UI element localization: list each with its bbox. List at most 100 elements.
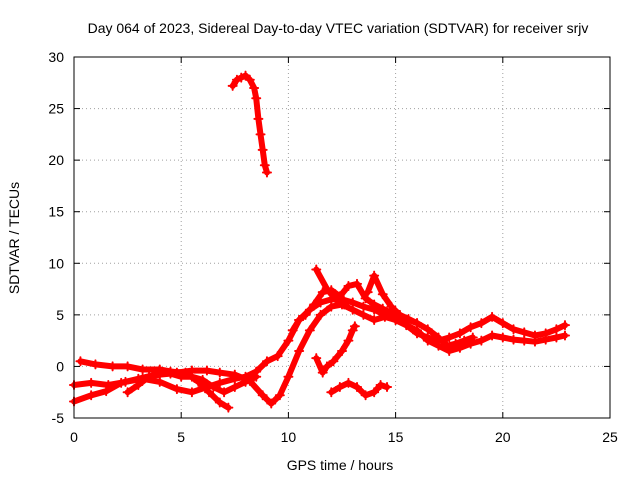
series-5-point-10 <box>369 299 380 310</box>
series-6-point-2 <box>330 294 341 305</box>
series-9-point-1 <box>334 382 345 393</box>
series-3-point-1 <box>90 359 101 370</box>
series-2-point-41 <box>559 330 570 341</box>
series-4-point-11 <box>240 376 251 387</box>
series-3-point-16 <box>294 345 305 356</box>
series-3-point-8 <box>201 365 212 376</box>
series-9-point-7 <box>382 382 393 393</box>
series-5-point-19 <box>450 338 461 349</box>
x-tick-label-4: 20 <box>495 429 511 445</box>
x-tick-label-2: 10 <box>281 429 297 445</box>
series-5-point-18 <box>442 340 453 351</box>
series-2-point-33 <box>476 335 487 346</box>
axis-ticks: 0 5 10 15 20 25 -5 0 5 10 15 20 25 30 <box>48 49 618 445</box>
series-5-point-1 <box>294 315 305 326</box>
series-8-point-4 <box>337 345 347 356</box>
series-7-point-3 <box>386 301 397 312</box>
series-1-point-1 <box>86 390 97 401</box>
series-2-point-22 <box>358 301 369 312</box>
series-5-point-0 <box>287 325 298 336</box>
series-10-point-5 <box>249 82 260 93</box>
series-5-point-3 <box>309 299 320 310</box>
series-line-6 <box>313 266 348 308</box>
series-10-point-0 <box>227 80 238 91</box>
y-axis-label: SDTVAR / TECUs <box>6 182 22 294</box>
series-7-point-6 <box>412 318 423 329</box>
series-10-point-4 <box>244 74 255 85</box>
y-tick-label-5: 20 <box>48 152 64 168</box>
series-3-point-3 <box>122 361 133 372</box>
series-5-point-16 <box>422 324 433 335</box>
series-3-point-36 <box>508 324 519 335</box>
series-3-point-21 <box>347 304 358 315</box>
series-4-point-6 <box>186 371 197 382</box>
series-5-point-11 <box>377 303 388 314</box>
series-10-point-10 <box>259 160 270 171</box>
series-3-point-23 <box>369 315 380 326</box>
series-1-point-2 <box>101 386 112 397</box>
series-6-point-3 <box>339 299 350 310</box>
series-3-point-33 <box>476 318 487 329</box>
series-5-point-7 <box>343 280 354 291</box>
y-tick-label-2: 5 <box>56 307 64 323</box>
series-3-point-24 <box>379 311 390 322</box>
series-3-point-10 <box>229 369 240 380</box>
plot-frame <box>73 56 611 419</box>
series-2-point-37 <box>519 335 530 346</box>
series-4-point-1 <box>133 379 144 390</box>
series-3-point-40 <box>551 324 562 335</box>
series-3-point-30 <box>444 332 455 343</box>
series-3-point-37 <box>519 327 530 338</box>
series-2-point-15 <box>283 335 294 346</box>
series-8-point-5 <box>343 335 354 346</box>
series-3-point-34 <box>487 311 498 322</box>
series-6-point-1 <box>321 284 332 295</box>
series-2-point-34 <box>487 330 498 341</box>
grid <box>74 57 610 418</box>
y-tick-label-6: 25 <box>48 101 64 117</box>
series-3-point-18 <box>315 309 326 320</box>
series-10-point-11 <box>261 167 272 178</box>
series-1-point-10 <box>214 397 225 408</box>
series-4-point-9 <box>219 387 230 398</box>
series-2-point-36 <box>508 334 519 345</box>
series-3-point-4 <box>137 364 148 375</box>
series-9-point-2 <box>343 377 354 388</box>
series-line-10 <box>229 72 270 176</box>
series-4-point-10 <box>229 382 240 393</box>
series-3-point-27 <box>412 328 423 339</box>
series-4-point-2 <box>144 371 155 382</box>
series-3-point-32 <box>465 322 476 333</box>
series-4-point-5 <box>176 371 187 382</box>
x-tick-label-0: 0 <box>70 429 78 445</box>
series-2-point-7 <box>186 387 197 398</box>
series-2-point-13 <box>261 356 272 367</box>
series-9-point-0 <box>326 387 337 398</box>
x-tick-label-1: 5 <box>177 429 185 445</box>
series-3-point-13 <box>266 398 277 409</box>
series-10-point-8 <box>255 129 266 140</box>
series-4-point-3 <box>154 369 165 380</box>
series-9-point-6 <box>375 379 386 390</box>
series-5-point-17 <box>433 332 444 343</box>
series-9-point-5 <box>369 387 380 398</box>
x-tick-label-5: 25 <box>602 429 618 445</box>
series-10-point-6 <box>251 93 262 104</box>
series-2-point-14 <box>272 351 283 362</box>
series-5-point-20 <box>459 335 470 346</box>
data-series <box>69 70 570 413</box>
series-4-point-12 <box>251 371 262 382</box>
y-tick-label-1: 0 <box>56 358 64 374</box>
series-6-point-0 <box>311 264 322 275</box>
series-8-point-3 <box>328 356 339 367</box>
series-3-point-15 <box>283 371 294 382</box>
series-5-point-8 <box>352 278 363 289</box>
x-axis-label: GPS time / hours <box>287 457 394 473</box>
series-line-8 <box>313 323 358 376</box>
series-3-point-35 <box>497 318 508 329</box>
series-3-point-19 <box>326 301 337 312</box>
y-tick-label-7: 30 <box>48 49 64 65</box>
series-2-point-6 <box>171 384 182 395</box>
series-3-point-38 <box>529 330 540 341</box>
